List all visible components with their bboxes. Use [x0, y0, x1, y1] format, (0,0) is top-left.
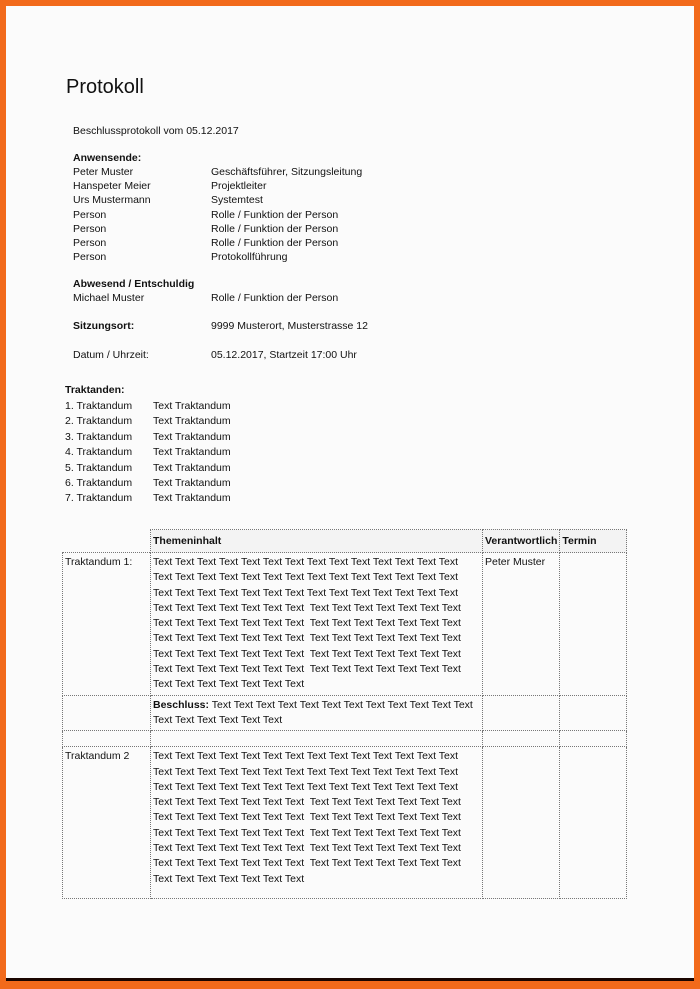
agenda-text: Text Traktandum	[153, 430, 231, 443]
decision-label: Beschluss:	[153, 698, 210, 711]
absent-role: Rolle / Funktion der Person	[211, 292, 339, 304]
agenda-number: 5. Traktandum	[65, 461, 133, 474]
content-line: Text Text Text Text Text Text Text Text …	[153, 586, 459, 599]
attendee-name: Urs Mustermann	[73, 194, 151, 207]
content-line: Text Text Text Text Text Text Text Text …	[153, 796, 461, 809]
content-line: Text Text Text Text Text Text Text Text …	[153, 601, 461, 614]
decision-cell: Beschluss: Text Text Text Text Text Text…	[150, 694, 483, 732]
agenda-number: 3. Traktandum	[65, 430, 133, 443]
agenda-label: Traktanden:	[65, 384, 125, 396]
attendee-name: Person	[73, 251, 107, 264]
attendee-name: Person	[73, 237, 107, 249]
attendee-role: Rolle / Funktion der Person	[211, 222, 339, 235]
row-content: Text Text Text Text Text Text Text Text …	[150, 552, 483, 696]
content-line: Text Text Text Text Text Text Text Text …	[153, 842, 461, 855]
present-label: Anwensende:	[73, 152, 142, 164]
absent-name: Michael Muster	[73, 292, 145, 304]
date: 05.12.2017, Startzeit 17:00 Uhr	[211, 349, 357, 361]
content-line: Text Text Text Text Text Text Text Text …	[153, 765, 459, 778]
attendee-name: Person	[73, 208, 107, 221]
minutes-table: Themeninhalt Verantwortlich Termin Trakt…	[62, 529, 628, 900]
location-label: Sitzungsort:	[73, 320, 135, 332]
attendee-name: Peter Muster	[73, 166, 134, 178]
attendee-role: Projektleiter	[211, 180, 267, 193]
header-topic: Themeninhalt	[150, 529, 483, 553]
absent-label: Abwesend / Entschuldig	[73, 278, 195, 290]
row-label: Traktandum 1:	[62, 552, 151, 696]
attendee-role: Systemtest	[211, 194, 263, 207]
content-line: Text Text Text Text Text Text Text Text …	[153, 663, 461, 676]
row-label: Traktandum 2	[62, 746, 151, 900]
content-line: Text Text Text Text Text Text Text Text …	[153, 571, 459, 584]
date-label: Datum / Uhrzeit:	[73, 349, 149, 361]
content-line: Text Text Text Text Text Text Text	[153, 678, 305, 691]
content-line: Text Text Text Text Text Text Text Text …	[153, 556, 459, 568]
attendee-role: Rolle / Funktion der Person	[211, 208, 339, 221]
content-line: Text Text Text Text Text Text Text Text …	[153, 632, 461, 645]
document-page: Protokoll Beschlussprotokoll vom 05.12.2…	[6, 6, 694, 981]
attendee-role: Protokollführung	[211, 251, 288, 264]
content-line: Text Text Text Text Text Text Text Text …	[153, 857, 461, 870]
agenda-number: 4. Traktandum	[65, 446, 133, 459]
attendee-name: Hanspeter Meier	[73, 180, 151, 193]
agenda-text: Text Traktandum	[153, 492, 231, 505]
page-title: Protokoll	[66, 76, 144, 98]
content-line: Text Text Text Text Text Text Text Text …	[153, 780, 459, 793]
attendee-role: Rolle / Funktion der Person	[211, 237, 339, 249]
agenda-text: Text Traktandum	[153, 446, 231, 459]
row-content: Text Text Text Text Text Text Text Text …	[150, 746, 483, 900]
attendee-name: Person	[73, 222, 107, 235]
header-responsible: Verantwortlich	[481, 529, 561, 553]
content-line: Text Text Text Text Text Text Text Text …	[153, 811, 461, 824]
header-date: Termin	[559, 529, 628, 553]
content-line: Text Text Text Text Text Text Text	[153, 872, 305, 885]
location: 9999 Musterort, Musterstrasse 12	[211, 320, 368, 332]
row-responsible: Peter Muster	[481, 552, 561, 696]
agenda-text: Text Traktandum	[153, 461, 231, 474]
content-line: Text Text Text Text Text Text Text Text …	[153, 826, 461, 839]
content-line: Text Text Text Text Text Text Text Text …	[153, 617, 461, 630]
content-line: Text Text Text Text Text Text Text Text …	[153, 647, 461, 660]
subtitle: Beschlussprotokoll vom 05.12.2017	[73, 125, 239, 137]
agenda-number: 2. Traktandum	[65, 415, 133, 428]
agenda-number: 6. Traktandum	[65, 477, 133, 489]
content-line: Text Text Text Text Text Text Text Text …	[153, 750, 459, 763]
attendee-role: Geschäftsführer, Sitzungsleitung	[211, 166, 363, 178]
agenda-text: Text Traktandum	[153, 415, 231, 428]
agenda-text: Text Traktandum	[153, 400, 231, 412]
agenda-text: Text Traktandum	[153, 477, 231, 489]
agenda-number: 7. Traktandum	[65, 492, 133, 505]
agenda-number: 1. Traktandum	[65, 400, 133, 412]
